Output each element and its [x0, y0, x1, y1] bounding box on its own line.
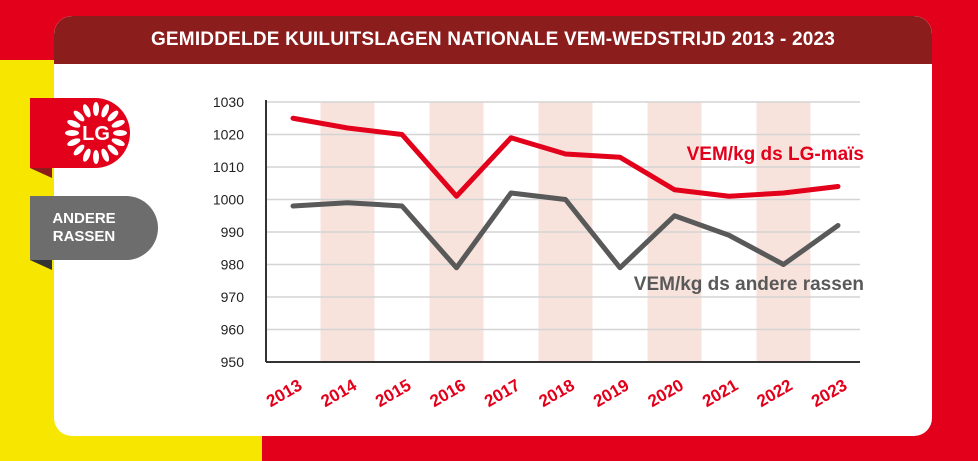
- series-lines: [290, 115, 841, 271]
- x-tick-label: 2018: [536, 376, 578, 411]
- x-tick-label: 2019: [590, 376, 632, 411]
- x-tick-label: 2017: [481, 376, 523, 411]
- logo-petal: [107, 144, 119, 156]
- logo-petal: [101, 104, 110, 118]
- x-tick-label: 2021: [699, 376, 741, 411]
- logo-petal: [73, 144, 85, 156]
- x-tick-label: 2013: [263, 376, 305, 411]
- logo-petal: [93, 150, 99, 164]
- x-tick-label: 2022: [754, 376, 796, 411]
- title-bar: GEMIDDELDE KUILUITSLAGEN NATIONALE VEM-W…: [54, 16, 932, 64]
- y-tick-label: 1000: [213, 192, 244, 208]
- y-tick-label: 970: [221, 289, 245, 305]
- y-tick-label: 1030: [213, 94, 244, 110]
- y-tick-label: 1020: [213, 127, 244, 143]
- other-tag-line1: ANDERE: [52, 210, 116, 227]
- other-tag-line2: RASSEN: [52, 228, 116, 245]
- logo-petal: [82, 104, 91, 118]
- series-label-lg: VEM/kg ds LG-maïs: [687, 144, 864, 165]
- lg-logo-tag: LG: [30, 98, 130, 168]
- x-tick-label: 2020: [645, 376, 687, 411]
- logo-petal: [101, 148, 110, 162]
- logo-petal: [111, 138, 125, 147]
- logo-petal: [67, 119, 81, 128]
- other-varieties-tag: ANDERE RASSEN: [30, 196, 158, 260]
- y-tick-label: 960: [221, 322, 245, 338]
- x-tick-label: 2014: [318, 375, 361, 411]
- y-axis-ticks: 1030 1020 1010 1000 990 980 970 960 950: [213, 94, 244, 370]
- logo-petal: [65, 130, 79, 136]
- lg-sunflower-logo-icon: LG: [65, 102, 127, 164]
- y-tick-label: 980: [221, 257, 245, 273]
- other-tag-fold: [30, 260, 52, 270]
- series-line-other: [290, 190, 841, 271]
- logo-petal: [111, 119, 125, 128]
- chart-title: GEMIDDELDE KUILUITSLAGEN NATIONALE VEM-W…: [150, 29, 836, 50]
- x-axis-ticks: 2013 2014 2015 2016 2017 2018 2019 2020 2021 2022…: [263, 375, 850, 411]
- y-tick-label: 950: [221, 354, 245, 370]
- lg-logo-text: LG: [82, 123, 110, 145]
- lg-tag-fold: [30, 168, 52, 178]
- logo-petal: [82, 148, 91, 162]
- y-tick-label: 990: [221, 224, 245, 240]
- logo-petal: [73, 110, 85, 122]
- x-tick-label: 2023: [808, 376, 850, 411]
- series-line-lg: [290, 115, 841, 199]
- x-tick-label: 2016: [427, 376, 469, 411]
- logo-petal: [107, 110, 119, 122]
- logo-petal: [113, 130, 127, 136]
- series-label-other: VEM/kg ds andere rassen: [634, 274, 864, 295]
- y-tick-label: 1010: [213, 159, 244, 175]
- x-tick-label: 2015: [372, 376, 414, 411]
- gridlines: [266, 101, 860, 331]
- logo-petal: [93, 102, 99, 116]
- logo-petal: [67, 138, 81, 147]
